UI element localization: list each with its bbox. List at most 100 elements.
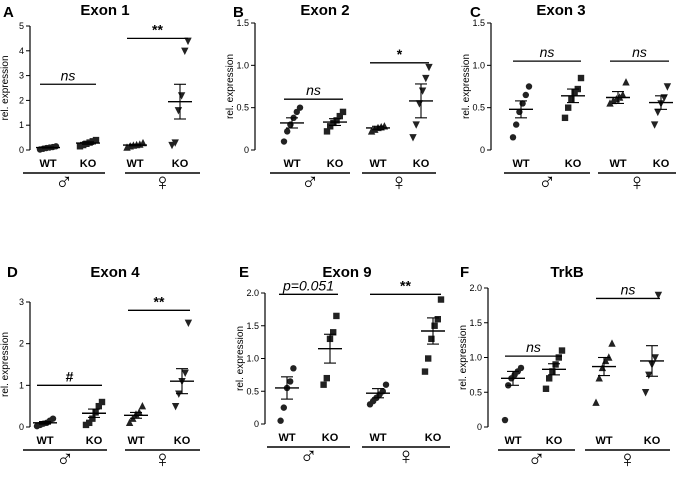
- panel-b-y-tick-label: 0: [244, 145, 249, 155]
- panel-f-y-tick-label: 0: [477, 422, 482, 432]
- panel-f-x-tick-label: KO: [546, 435, 563, 447]
- panel-f-point: [651, 354, 659, 362]
- panel-b-significance-label: *: [397, 46, 403, 62]
- panel-a-point: [177, 92, 186, 100]
- panel-c-y-label: rel. expression: [461, 54, 472, 119]
- panel-e-y-tick-label: 1.0: [246, 354, 259, 364]
- panel-c-point: [650, 121, 659, 129]
- panel-b-y-tick-label: 0.5: [236, 103, 249, 113]
- panel-c-point: [522, 91, 529, 99]
- panel-c: C Exon 3 0 0.5 1.0 1.5 rel. expression ns ns WT KO…: [461, 2, 676, 196]
- panel-c-significance-label: ns: [632, 44, 647, 60]
- panel-d-letter: D: [7, 264, 18, 281]
- panel-c-point: [577, 74, 585, 82]
- panel-e-point: [320, 381, 327, 388]
- panel-f-point: [592, 398, 600, 406]
- panel-b-y-tick-label: 1.0: [236, 60, 249, 70]
- panel-e-point: [290, 365, 297, 372]
- panel-a-letter: A: [3, 4, 14, 21]
- panel-c-point: [565, 104, 572, 111]
- panel-b-male-symbol: ♂: [301, 169, 319, 196]
- panel-b-point: [425, 63, 433, 72]
- panel-d-male-symbol: ♂: [56, 446, 74, 473]
- panel-a-x-tick-label: WT: [39, 158, 56, 170]
- panel-c-y-tick-label: 0.5: [472, 103, 485, 113]
- panel-e-significance-label: p=0.051: [282, 277, 334, 293]
- panel-f-letter: F: [460, 264, 469, 281]
- panel-e-point: [330, 329, 337, 336]
- panel-f-y-tick-label: 0.5: [469, 387, 482, 397]
- panel-d-point: [181, 369, 189, 378]
- panel-e-point: [382, 381, 390, 388]
- panel-d-x-tick-label: WT: [127, 435, 144, 447]
- panel-c-point: [568, 96, 575, 103]
- panel-c-y-tick-label: 1.0: [472, 60, 485, 70]
- panel-d-point: [89, 415, 96, 422]
- panel-b-x-tick-label: WT: [283, 158, 300, 170]
- panel-e-x-tick-label: KO: [425, 432, 442, 444]
- panel-b-significance-label: ns: [306, 82, 321, 98]
- panel-f-y-tick-label: 1.0: [469, 353, 482, 363]
- panel-e-point: [431, 322, 438, 329]
- panel-f-x-tick-label: WT: [504, 435, 521, 447]
- panel-e-y-tick-label: 0.5: [246, 386, 259, 396]
- panel-a-significance-label: **: [152, 21, 163, 37]
- panel-b-letter: B: [233, 4, 244, 21]
- panel-e-point: [287, 378, 294, 385]
- panel-a-point: [184, 37, 192, 46]
- panel-a-title: Exon 1: [80, 2, 129, 19]
- panel-e-y-label: rel. expression: [235, 326, 246, 391]
- panel-f-point: [558, 347, 566, 354]
- panel-a-y-tick-label: 2: [19, 95, 24, 105]
- panel-a-y-tick-label: 1: [19, 120, 24, 130]
- panel-f-point: [654, 291, 663, 300]
- panel-d-point: [138, 401, 147, 410]
- panel-a-y-tick-label: 0: [19, 145, 24, 155]
- panel-f-female-symbol: ♀: [619, 446, 637, 473]
- panel-c-point: [525, 83, 533, 90]
- panel-b-y-label: rel. expression: [225, 54, 236, 119]
- panel-c-point: [619, 90, 627, 99]
- panel-e-x-tick-label: WT: [278, 432, 295, 444]
- panel-a-x-tick-label: WT: [126, 158, 143, 170]
- panel-d-point: [98, 398, 106, 406]
- panel-e-point: [421, 368, 429, 375]
- panel-d-point: [95, 402, 102, 410]
- panel-b-y-tick-label: 1.5: [236, 18, 249, 28]
- panel-a-x-tick-label: KO: [80, 158, 97, 170]
- panel-f-point: [517, 364, 525, 372]
- panel-c-point: [654, 108, 662, 117]
- panel-e-female-symbol: ♀: [397, 443, 415, 470]
- panel-f-point: [555, 354, 562, 361]
- panel-b-point: [336, 112, 343, 120]
- panel-b: B Exon 2 0 0.5 1.0 1.5 rel. expression ns * WT KO W…: [225, 2, 436, 196]
- panel-e-letter: E: [239, 264, 249, 281]
- panel-f-point: [546, 375, 553, 382]
- panel-a-female-symbol: ♀: [154, 169, 172, 196]
- panel-b-point: [422, 74, 430, 83]
- panel-a-y-tick-label: 3: [19, 71, 24, 81]
- panel-b-x-tick-label: WT: [369, 158, 386, 170]
- panel-f-point: [595, 374, 603, 382]
- panel-d-y-tick-label: 1: [19, 380, 24, 390]
- panel-e-x-tick-label: WT: [369, 432, 386, 444]
- panel-d-significance-label: **: [154, 293, 165, 309]
- panel-d-point: [86, 419, 93, 427]
- panel-d-female-symbol: ♀: [154, 446, 172, 473]
- panel-e-y-tick-label: 1.5: [246, 321, 259, 331]
- panel-e-point: [323, 374, 330, 382]
- panel-c-point: [663, 83, 672, 91]
- panel-b-point: [339, 108, 347, 116]
- panel-d-x-tick-label: WT: [36, 435, 53, 447]
- panel-c-y-tick-label: 0: [480, 145, 485, 155]
- panel-d-point: [125, 418, 134, 427]
- panel-a-point: [171, 139, 179, 147]
- panel-f-point: [598, 363, 607, 372]
- panel-a-point: [174, 107, 183, 115]
- panel-a-x-tick-label: KO: [172, 158, 189, 170]
- panel-d-point: [49, 415, 57, 422]
- panel-c-y-tick-label: 1.5: [472, 18, 485, 28]
- panel-a-y-label: rel. expression: [0, 55, 11, 120]
- panel-d-point: [171, 402, 180, 411]
